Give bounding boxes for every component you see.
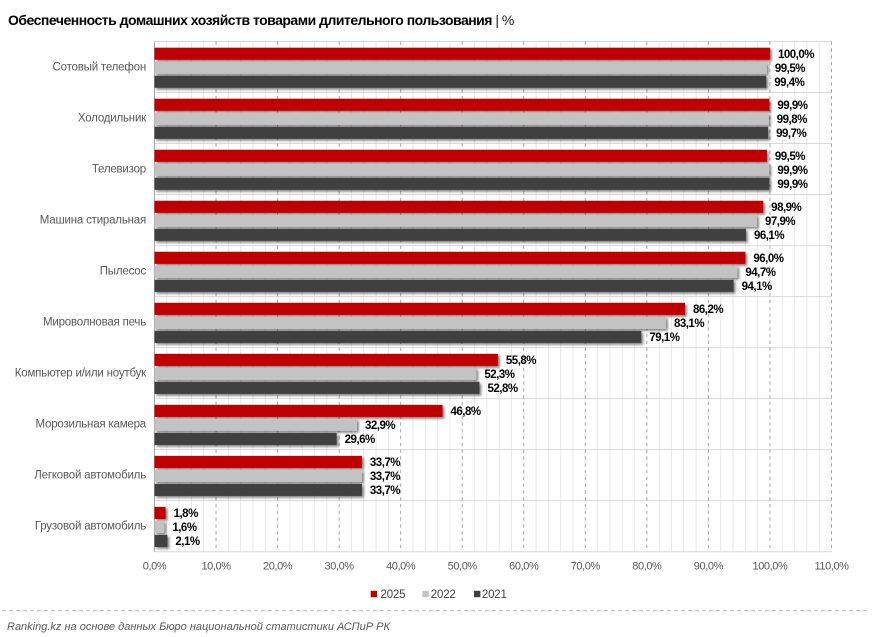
svg-text:100,0%: 100,0% <box>752 561 788 573</box>
svg-text:99,5%: 99,5% <box>775 63 805 75</box>
svg-text:96,1%: 96,1% <box>754 230 784 242</box>
svg-text:52,8%: 52,8% <box>487 383 517 395</box>
svg-text:110,0%: 110,0% <box>814 561 849 573</box>
svg-text:99,9%: 99,9% <box>777 179 807 191</box>
svg-text:Машина стиральная: Машина стиральная <box>40 215 146 227</box>
svg-text:50,0%: 50,0% <box>448 561 478 573</box>
svg-text:2025: 2025 <box>381 589 406 601</box>
svg-text:Холодильник: Холодильник <box>78 113 147 125</box>
svg-text:Телевизор: Телевизор <box>92 164 146 176</box>
svg-text:1,8%: 1,8% <box>174 508 198 520</box>
svg-text:97,9%: 97,9% <box>765 216 795 228</box>
svg-text:40,0%: 40,0% <box>386 561 416 573</box>
svg-text:99,8%: 99,8% <box>777 114 807 126</box>
svg-text:33,7%: 33,7% <box>370 471 400 483</box>
svg-text:79,1%: 79,1% <box>649 332 679 344</box>
svg-text:99,5%: 99,5% <box>775 151 805 163</box>
svg-text:1,6%: 1,6% <box>172 522 196 534</box>
svg-text:33,7%: 33,7% <box>370 485 400 497</box>
svg-text:70,0%: 70,0% <box>571 561 601 573</box>
svg-text:94,1%: 94,1% <box>742 281 772 293</box>
svg-text:20,0%: 20,0% <box>263 561 293 573</box>
svg-text:60,0%: 60,0% <box>509 561 539 573</box>
svg-text:Легковой автомобиль: Легковой автомобиль <box>34 470 146 482</box>
svg-text:Грузовой автомобиль: Грузовой автомобиль <box>35 521 146 533</box>
svg-text:99,4%: 99,4% <box>774 77 804 89</box>
svg-text:Мироволновая печь: Мироволновая печь <box>43 317 146 329</box>
svg-text:99,9%: 99,9% <box>777 100 807 112</box>
svg-text:90,0%: 90,0% <box>694 561 724 573</box>
svg-text:2,1%: 2,1% <box>175 536 199 548</box>
svg-text:0,0%: 0,0% <box>143 561 167 573</box>
svg-text:29,6%: 29,6% <box>345 434 375 446</box>
svg-text:33,7%: 33,7% <box>370 457 400 469</box>
svg-text:Обеспеченность домашних хозяйс: Обеспеченность домашних хозяйств товарам… <box>8 12 514 28</box>
svg-text:Сотовый телефон: Сотовый телефон <box>53 62 146 74</box>
svg-text:46,8%: 46,8% <box>451 406 481 418</box>
svg-text:Пылесос: Пылесос <box>100 266 147 278</box>
svg-text:52,3%: 52,3% <box>484 369 514 381</box>
svg-text:Морозильная камера: Морозильная камера <box>35 419 146 431</box>
svg-text:80,0%: 80,0% <box>632 561 662 573</box>
svg-text:96,0%: 96,0% <box>753 253 783 265</box>
svg-text:99,7%: 99,7% <box>776 128 806 140</box>
svg-text:55,8%: 55,8% <box>506 355 536 367</box>
svg-text:86,2%: 86,2% <box>693 304 723 316</box>
svg-text:100,0%: 100,0% <box>778 49 814 61</box>
svg-text:32,9%: 32,9% <box>365 420 395 432</box>
svg-text:30,0%: 30,0% <box>325 561 355 573</box>
svg-text:94,7%: 94,7% <box>745 267 775 279</box>
svg-text:Ranking.kz на основе данных Бю: Ranking.kz на основе данных Бюро национа… <box>7 621 390 633</box>
svg-text:99,9%: 99,9% <box>777 165 807 177</box>
svg-text:98,9%: 98,9% <box>771 202 801 214</box>
svg-text:Компьютер и/или ноутбук: Компьютер и/или ноутбук <box>15 368 147 380</box>
svg-text:83,1%: 83,1% <box>674 318 704 330</box>
svg-text:2021: 2021 <box>482 589 507 601</box>
svg-text:10,0%: 10,0% <box>201 561 231 573</box>
svg-text:2022: 2022 <box>431 589 456 601</box>
